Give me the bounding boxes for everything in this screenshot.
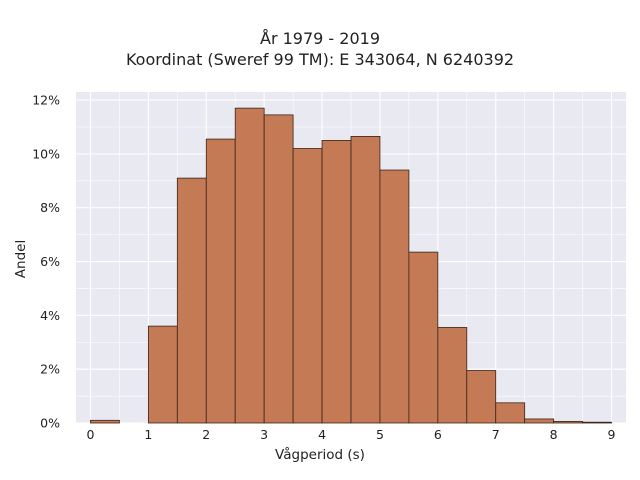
x-tick-label: 2	[202, 427, 210, 442]
x-tick-label: 8	[550, 427, 558, 442]
histogram-bar	[90, 419, 120, 424]
histogram-bar	[147, 325, 178, 424]
x-tick-label: 4	[318, 427, 326, 442]
histogram-bar	[553, 420, 583, 424]
histogram-bar	[205, 138, 236, 424]
histogram-bar	[292, 148, 323, 424]
y-tick-label: 6%	[40, 254, 60, 269]
x-tick-label: 3	[260, 427, 268, 442]
histogram-bar	[321, 140, 352, 424]
x-tick-labels: 0 1 2 3 4 5 6 7 8 9	[86, 427, 615, 442]
histogram-bar	[176, 177, 207, 424]
histogram-bar	[466, 370, 497, 424]
y-tick-label: 10%	[32, 146, 60, 161]
histogram-bar	[234, 107, 265, 424]
chart-title-line-2: Koordinat (Sweref 99 TM): E 343064, N 62…	[125, 50, 515, 69]
x-axis-label: Vågperiod (s)	[275, 447, 365, 463]
histogram-bar	[263, 114, 294, 424]
y-tick-label: 4%	[40, 308, 60, 323]
y-axis-label: Andel	[13, 239, 29, 279]
histogram-bar	[524, 418, 555, 424]
x-tick-label: 6	[434, 427, 442, 442]
y-tick-label: 8%	[40, 200, 60, 215]
bars	[90, 107, 612, 424]
x-tick-label: 9	[608, 427, 616, 442]
x-tick-label: 7	[492, 427, 500, 442]
x-tick-label: 1	[144, 427, 152, 442]
histogram-bar	[437, 327, 468, 424]
chart-title-line-1: År 1979 - 2019	[260, 29, 380, 48]
histogram-bar	[408, 251, 439, 424]
y-tick-label: 2%	[40, 362, 60, 377]
histogram-bar	[350, 136, 381, 424]
x-tick-label: 0	[86, 427, 94, 442]
y-tick-label: 12%	[32, 93, 60, 108]
y-tick-label: 0%	[40, 416, 60, 431]
histogram-bar	[379, 169, 410, 424]
x-tick-label: 5	[376, 427, 384, 442]
y-tick-labels: 0% 2% 4% 6% 8% 10% 12%	[32, 93, 60, 431]
histogram-bar	[495, 402, 526, 424]
histogram-bar	[582, 421, 612, 424]
